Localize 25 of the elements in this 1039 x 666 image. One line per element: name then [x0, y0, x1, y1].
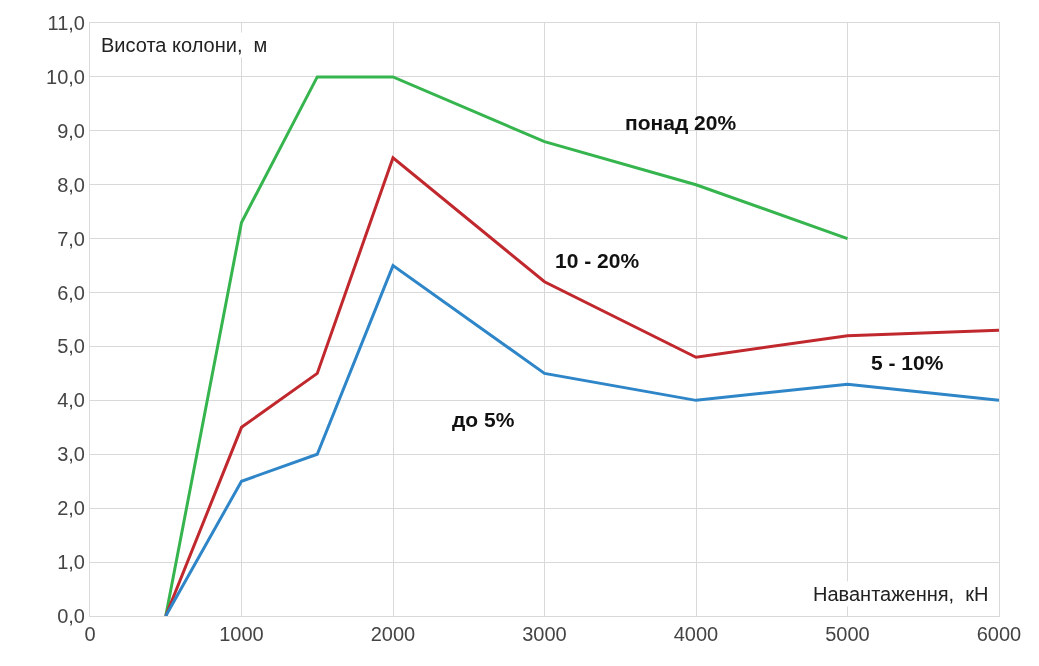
y-tick-label: 10,0 [46, 65, 85, 88]
y-tick-label: 2,0 [57, 497, 85, 520]
y-tick-label: 1,0 [57, 551, 85, 574]
x-tick-label: 0 [84, 623, 96, 645]
x-tick-label: 3000 [522, 623, 567, 645]
y-tick-label: 0,0 [57, 605, 85, 627]
annotation: 10 - 20% [555, 249, 640, 272]
y-axis-title: Висота колони, м [101, 34, 268, 56]
y-tick-label: 8,0 [57, 173, 85, 196]
annotation: до 5% [452, 408, 515, 431]
x-axis-title: Навантаження, кН [813, 583, 989, 605]
x-tick-label: 5000 [825, 623, 870, 645]
x-tick-label: 1000 [219, 623, 264, 645]
y-tick-label: 7,0 [57, 227, 85, 250]
y-tick-label: 9,0 [57, 119, 85, 142]
x-tick-label: 2000 [370, 623, 416, 645]
y-tick-label: 11,0 [47, 12, 85, 34]
annotation: понад 20% [625, 111, 737, 134]
x-tick-label: 6000 [976, 623, 1022, 645]
annotation: 5 - 10% [871, 351, 944, 374]
x-tick-label: 4000 [673, 623, 719, 645]
y-tick-label: 4,0 [57, 389, 85, 412]
y-tick-label: 5,0 [57, 335, 85, 358]
y-tick-label: 6,0 [57, 281, 85, 304]
y-tick-label: 3,0 [57, 443, 85, 466]
